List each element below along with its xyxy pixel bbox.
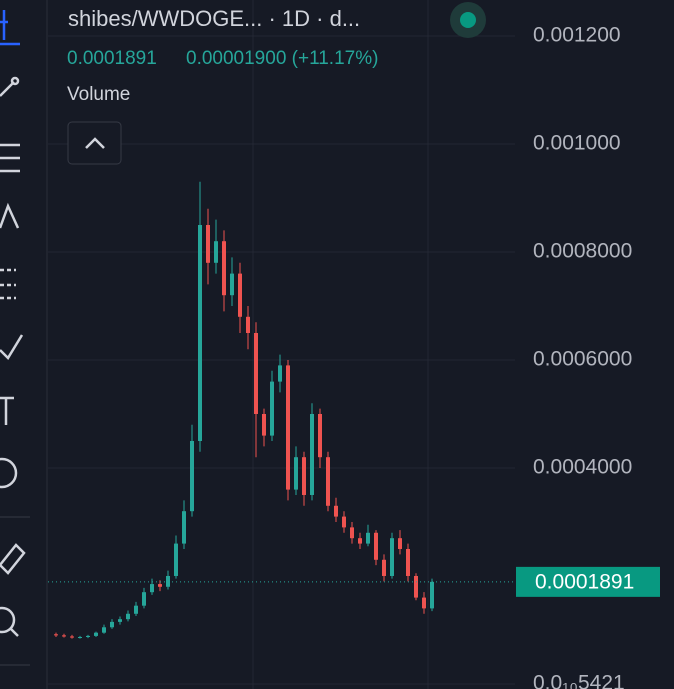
projection-tool[interactable] [0, 268, 16, 300]
candle-body [78, 637, 82, 639]
candle-body [86, 635, 90, 638]
candle-body [238, 273, 242, 317]
y-tick-label: 0.0004000 [533, 456, 632, 479]
candle-body [142, 592, 146, 606]
candle-body [70, 636, 74, 638]
candle-body [286, 365, 290, 490]
candle-body [206, 225, 210, 263]
candle-body [278, 365, 282, 382]
candle-body [302, 457, 306, 495]
emoji-tool[interactable] [0, 457, 18, 489]
candle-body [110, 621, 114, 628]
candle-body [62, 635, 66, 637]
toolbar [0, 10, 26, 637]
candle-body [94, 632, 98, 636]
trend-line-tool-handle [10, 76, 20, 86]
price-tag-label: 0.0001891 [535, 570, 634, 593]
price-change: 0.00001900 (+11.17%) [186, 48, 378, 69]
candle-body [342, 516, 346, 528]
y-tick-label: 0.0008000 [533, 240, 632, 263]
candle-body [262, 413, 266, 436]
candle-body [270, 381, 274, 436]
price-tag [516, 566, 660, 597]
candle-body [214, 241, 218, 263]
trend-line-tool[interactable] [0, 81, 15, 97]
crosshair-tool[interactable] [0, 10, 20, 46]
candle-body [382, 559, 386, 576]
candle-body [350, 527, 354, 539]
text-tool[interactable] [0, 396, 14, 425]
y-tick-label: 0.001200 [533, 24, 621, 47]
candle-body [150, 584, 154, 593]
last-price: 0.0001891 [67, 48, 157, 69]
candle-body [430, 581, 434, 609]
candle-body [318, 413, 322, 458]
brush-tool[interactable] [0, 334, 24, 361]
symbol-title: shibes/WWDOGE... · 1D · d... [68, 6, 360, 31]
candle-body [158, 584, 162, 587]
candle-body [294, 457, 298, 490]
candle-body [406, 548, 410, 576]
candle-body [246, 316, 250, 333]
candle-body [366, 532, 370, 544]
zoom-tool[interactable] [0, 606, 16, 634]
candle-body [198, 225, 202, 441]
candle-body [118, 619, 122, 622]
zoom-tool-handle [9, 627, 19, 637]
candle-body [230, 273, 234, 296]
candle-body [222, 241, 226, 296]
candle-body [190, 440, 194, 512]
chevron-icon [85, 137, 105, 149]
candle-body [326, 457, 330, 506]
candle-body [54, 634, 58, 636]
status-dot [460, 12, 476, 28]
fib-tool[interactable] [0, 143, 20, 173]
candle-body [126, 613, 130, 620]
y-tick-label: 0.001000 [533, 132, 621, 155]
candle-body [174, 543, 178, 576]
y-tick-label: 0.0₁₀5421 [533, 672, 625, 689]
pattern-tool[interactable] [0, 202, 20, 229]
candle-body [390, 538, 394, 576]
volume-label: Volume [67, 84, 130, 105]
candle-body [398, 538, 402, 549]
candle-body [254, 332, 258, 414]
candle-body [334, 505, 338, 517]
candle-body [414, 575, 418, 598]
candle-body [310, 413, 314, 495]
candle-body [102, 627, 106, 633]
candle-body [422, 597, 426, 609]
plot [48, 0, 515, 689]
candle-body [134, 605, 138, 614]
candle-body [358, 538, 362, 544]
measure-tool[interactable] [0, 543, 26, 575]
candle-body [374, 532, 378, 560]
collapse-button[interactable] [67, 121, 122, 165]
y-tick-label: 0.0006000 [533, 348, 632, 371]
candle-body [182, 511, 186, 544]
